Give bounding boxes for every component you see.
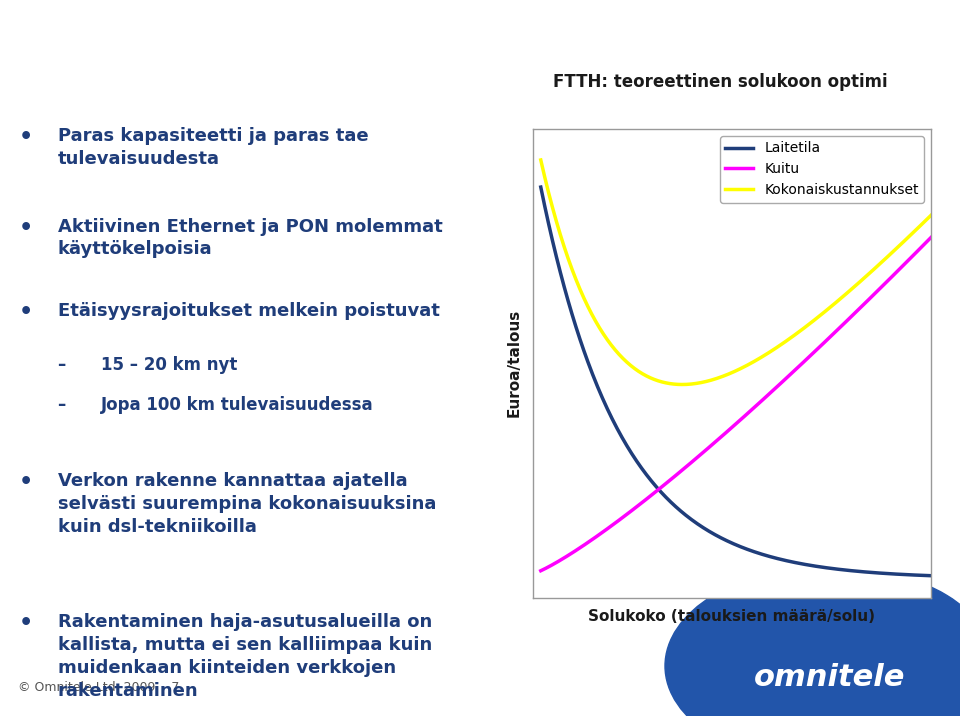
Text: omnitele: omnitele (755, 664, 905, 692)
Text: © Omnitele Ltd. 2009    7: © Omnitele Ltd. 2009 7 (18, 681, 180, 694)
Text: Verkon rakenne kannattaa ajatella
selvästi suurempina kokonaisuuksina
kuin dsl-t: Verkon rakenne kannattaa ajatella selväs… (58, 472, 436, 536)
Text: •: • (19, 218, 34, 238)
Ellipse shape (665, 566, 960, 716)
Text: Aktiivinen Ethernet ja PON molemmat
käyttökelpoisia: Aktiivinen Ethernet ja PON molemmat käyt… (58, 218, 443, 258)
Text: •: • (19, 472, 34, 492)
Ellipse shape (0, 92, 773, 198)
Text: –: – (58, 356, 66, 374)
Y-axis label: Euroa/talous: Euroa/talous (507, 309, 521, 417)
X-axis label: Solukoko (talouksien määrä/solu): Solukoko (talouksien määrä/solu) (588, 609, 876, 624)
Text: •: • (19, 614, 34, 634)
Text: 15 – 20 km nyt: 15 – 20 km nyt (101, 356, 237, 374)
Legend: Laitetila, Kuitu, Kokonaiskustannukset: Laitetila, Kuitu, Kokonaiskustannukset (720, 136, 924, 203)
Text: •: • (19, 302, 34, 322)
Text: Rakentaminen haja-asutusalueilla on
kallista, mutta ei sen kalliimpaa kuin
muide: Rakentaminen haja-asutusalueilla on kall… (58, 614, 432, 700)
Text: FTTH: teoreettinen solukoon optimi: FTTH: teoreettinen solukoon optimi (553, 73, 887, 92)
Text: Paras kapasiteetti ja paras tae
tulevaisuudesta: Paras kapasiteetti ja paras tae tulevais… (58, 127, 369, 168)
Text: Etäisyysrajoitukset melkein poistuvat: Etäisyysrajoitukset melkein poistuvat (58, 302, 440, 320)
Text: Jopa 100 km tulevaisuudessa: Jopa 100 km tulevaisuudessa (101, 396, 373, 414)
Text: Kuitu kotiin - yhteenveto: Kuitu kotiin - yhteenveto (29, 20, 498, 53)
Text: •: • (19, 127, 34, 147)
Text: –: – (58, 396, 66, 414)
